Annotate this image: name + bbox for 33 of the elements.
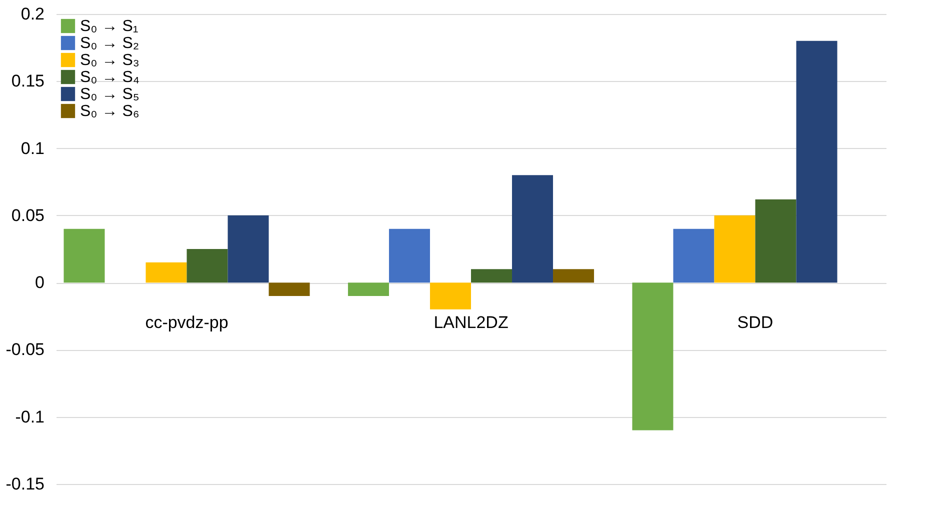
legend-label: S₀ → S₆	[80, 103, 140, 120]
bar	[430, 282, 471, 310]
bar	[268, 282, 310, 296]
legend-label: S₀ → S₄	[80, 69, 140, 86]
bar	[64, 228, 105, 283]
y-tick-label: -0.05	[6, 340, 44, 360]
bar	[632, 282, 674, 430]
legend-label: S₀ → S₁	[80, 18, 138, 35]
bar	[186, 249, 228, 283]
bar	[348, 282, 389, 296]
y-tick-label: -0.15	[6, 474, 44, 494]
x-tick-label: LANL2DZ	[434, 313, 508, 332]
bar	[714, 215, 756, 283]
bar	[228, 215, 269, 283]
legend-label: S₀ → S₂	[80, 35, 140, 52]
bar	[388, 228, 430, 283]
x-tick-label: cc-pvdz-pp	[145, 313, 228, 332]
bar	[796, 40, 838, 283]
y-tick-label: 0.2	[20, 4, 44, 24]
bar	[512, 175, 554, 283]
y-tick-label: -0.1	[15, 407, 44, 426]
bar	[673, 228, 714, 283]
bar	[755, 199, 796, 283]
x-tick-label: SDD	[737, 313, 774, 332]
bar	[553, 269, 594, 283]
y-tick-label: 0.05	[11, 206, 44, 225]
legend-label: S₀ → S₅	[80, 86, 140, 103]
y-tick-label: 0	[35, 273, 44, 292]
bar	[146, 262, 187, 283]
y-tick-label: 0.15	[11, 72, 44, 91]
y-tick-label: 0.1	[20, 138, 44, 158]
legend-label: S₀ → S₃	[80, 52, 140, 69]
bar	[471, 269, 512, 283]
